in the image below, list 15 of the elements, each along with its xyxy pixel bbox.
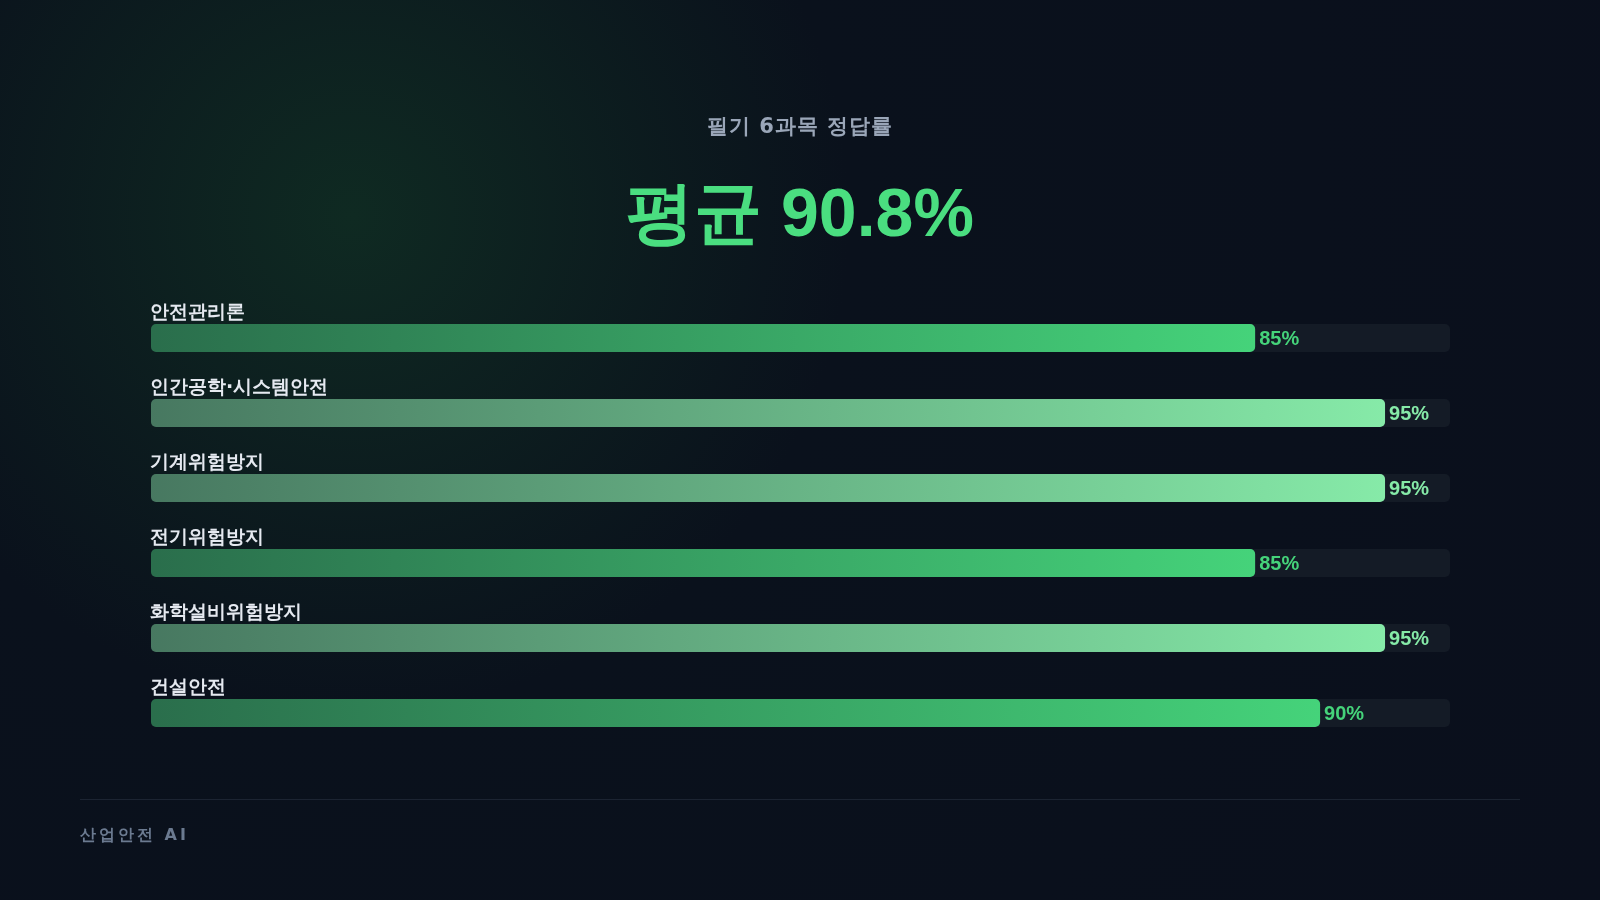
data-label: 95%: [1389, 402, 1430, 424]
data-label: 90%: [1324, 702, 1365, 724]
data-label: 95%: [1389, 627, 1430, 649]
chart-title: 평균 90.8%: [625, 173, 975, 252]
y-tick-label: 화학설비위험방지: [150, 599, 302, 622]
data-label: 85%: [1259, 327, 1300, 349]
y-tick-label: 전기위험방지: [150, 524, 264, 547]
y-tick-label: 안전관리론: [150, 299, 245, 322]
chart-subtitle: 필기 6과목 정답률: [705, 113, 895, 140]
data-label: 85%: [1259, 552, 1300, 574]
y-tick-label: 인간공학·시스템안전: [150, 374, 329, 397]
y-tick-label: 건설안전: [150, 674, 226, 697]
y-tick-label: 기계위험방지: [150, 449, 264, 472]
text: 산업안전 AI: [80, 825, 189, 846]
data-label: 95%: [1389, 477, 1430, 499]
